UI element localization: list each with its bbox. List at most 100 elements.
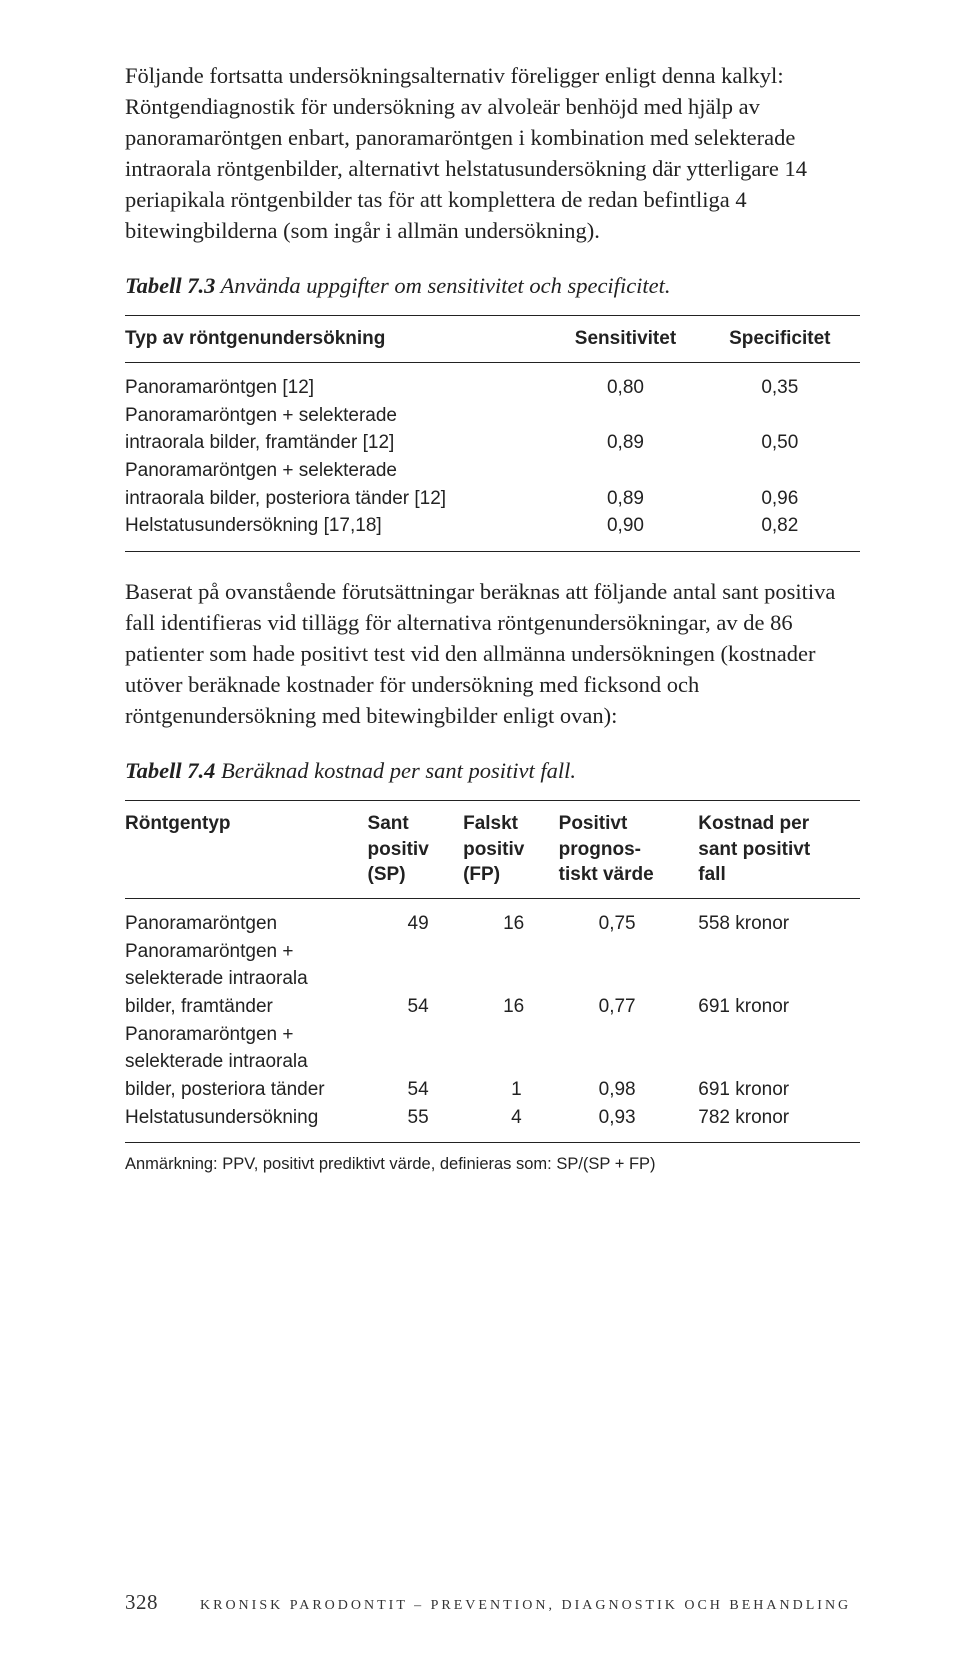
page: Följande fortsatta undersökningsalternat…	[0, 0, 960, 1657]
cell-cost	[698, 938, 860, 966]
cell-cost	[698, 1048, 860, 1076]
table-row: bilder, posteriora tänder 54 1 0,98 691 …	[125, 1076, 860, 1104]
cell-sens: 0,89	[551, 485, 705, 513]
h3-l3: (FP)	[463, 864, 500, 885]
table-74-h2: Sant positiv (SP)	[368, 801, 464, 899]
table-row: intraorala bilder, posteriora tänder [12…	[125, 485, 860, 513]
cell-label: selekterade intraorala	[125, 965, 368, 993]
table-row: Panoramaröntgen 49 16 0,75 558 kronor	[125, 899, 860, 938]
footer-text: KRONISK PARODONTIT – PREVENTION, DIAGNOS…	[200, 1598, 851, 1614]
table-73-label: Tabell 7.3	[125, 273, 215, 298]
cell-fp: 16	[463, 993, 559, 1021]
cell-fp	[463, 1021, 559, 1049]
cell-ppv: 0,98	[559, 1076, 699, 1104]
h2-l3: (SP)	[368, 864, 406, 885]
cell-label: Panoramaröntgen +	[125, 938, 368, 966]
table-row: intraorala bilder, framtänder [12] 0,89 …	[125, 429, 860, 457]
table-73-h2: Sensitivitet	[551, 316, 705, 363]
cell-ppv	[559, 1048, 699, 1076]
cell-fp	[463, 1048, 559, 1076]
table-74-footnote: Anmärkning: PPV, positivt prediktivt vär…	[125, 1153, 860, 1175]
cell-label: Panoramaröntgen	[125, 899, 368, 938]
cell-ppv: 0,93	[559, 1104, 699, 1143]
cell-fp: 4	[463, 1104, 559, 1143]
table-74-h4: Positivt prognos- tiskt värde	[559, 801, 699, 899]
table-73-body: Panoramaröntgen [12] 0,80 0,35 Panoramar…	[125, 362, 860, 551]
cell-sens	[551, 402, 705, 430]
cell-sp: 54	[368, 993, 464, 1021]
table-74-h3: Falskt positiv (FP)	[463, 801, 559, 899]
page-number: 328	[125, 1590, 158, 1615]
cell-sp: 49	[368, 899, 464, 938]
cell-sens: 0,89	[551, 429, 705, 457]
h5-l1: Kostnad per	[698, 813, 809, 834]
cell-sp	[368, 1048, 464, 1076]
cell-label: bilder, framtänder	[125, 993, 368, 1021]
table-row: Helstatusundersökning [17,18] 0,90 0,82	[125, 512, 860, 551]
table-row: Panoramaröntgen + selekterade	[125, 457, 860, 485]
h4-l1: Positivt	[559, 813, 628, 834]
cell-sens	[551, 457, 705, 485]
table-row: Panoramaröntgen +	[125, 938, 860, 966]
cell-label: bilder, posteriora tänder	[125, 1076, 368, 1104]
cell-sp	[368, 965, 464, 993]
cell-sens: 0,90	[551, 512, 705, 551]
table-row: selekterade intraorala	[125, 1048, 860, 1076]
cell-label: Panoramaröntgen + selekterade	[125, 402, 551, 430]
cell-label: intraorala bilder, framtänder [12]	[125, 429, 551, 457]
h5-l2: sant positivt	[698, 839, 810, 860]
cell-label: Panoramaröntgen [12]	[125, 362, 551, 401]
cell-spec	[706, 457, 860, 485]
cell-spec: 0,50	[706, 429, 860, 457]
cell-sp	[368, 1021, 464, 1049]
cell-ppv	[559, 1021, 699, 1049]
h3-l2: positiv	[463, 839, 524, 860]
cell-sens: 0,80	[551, 362, 705, 401]
table-74-caption-text: Beräknad kostnad per sant positivt fall.	[215, 758, 576, 783]
cell-label: Helstatusundersökning [17,18]	[125, 512, 551, 551]
table-74-header-row: Röntgentyp Sant positiv (SP) Falskt posi…	[125, 801, 860, 899]
table-73-caption: Tabell 7.3 Använda uppgifter om sensitiv…	[125, 270, 860, 301]
cell-sp: 54	[368, 1076, 464, 1104]
table-73: Typ av röntgenundersökning Sensitivitet …	[125, 315, 860, 551]
table-74-label: Tabell 7.4	[125, 758, 215, 783]
table-73-h1: Typ av röntgenundersökning	[125, 316, 551, 363]
cell-ppv	[559, 965, 699, 993]
cell-cost: 691 kronor	[698, 993, 860, 1021]
table-74-body: Panoramaröntgen 49 16 0,75 558 kronor Pa…	[125, 899, 860, 1143]
cell-label: selekterade intraorala	[125, 1048, 368, 1076]
h4-l3: tiskt värde	[559, 864, 654, 885]
table-74-h1: Röntgentyp	[125, 801, 368, 899]
table-74-h5: Kostnad per sant positivt fall	[698, 801, 860, 899]
cell-label: intraorala bilder, posteriora tänder [12…	[125, 485, 551, 513]
cell-fp: 16	[463, 899, 559, 938]
page-footer: 328 KRONISK PARODONTIT – PREVENTION, DIA…	[125, 1590, 860, 1615]
cell-fp	[463, 938, 559, 966]
paragraph-2: Baserat på ovanstående förutsättningar b…	[125, 576, 860, 731]
table-74: Röntgentyp Sant positiv (SP) Falskt posi…	[125, 800, 860, 1143]
table-row: Panoramaröntgen [12] 0,80 0,35	[125, 362, 860, 401]
h1-l1: Röntgentyp	[125, 813, 231, 834]
table-row: Panoramaröntgen + selekterade	[125, 402, 860, 430]
table-row: Panoramaröntgen +	[125, 1021, 860, 1049]
cell-sp	[368, 938, 464, 966]
cell-spec	[706, 402, 860, 430]
table-74-caption: Tabell 7.4 Beräknad kostnad per sant pos…	[125, 755, 860, 786]
h2-l2: positiv	[368, 839, 429, 860]
h2-l1: Sant	[368, 813, 409, 834]
h5-l3: fall	[698, 864, 725, 885]
table-73-header-row: Typ av röntgenundersökning Sensitivitet …	[125, 316, 860, 363]
cell-cost: 558 kronor	[698, 899, 860, 938]
table-73-caption-text: Använda uppgifter om sensitivitet och sp…	[215, 273, 670, 298]
cell-label: Helstatusundersökning	[125, 1104, 368, 1143]
cell-spec: 0,96	[706, 485, 860, 513]
cell-sp: 55	[368, 1104, 464, 1143]
table-row: Helstatusundersökning 55 4 0,93 782 kron…	[125, 1104, 860, 1143]
cell-fp	[463, 965, 559, 993]
cell-cost: 691 kronor	[698, 1076, 860, 1104]
cell-fp: 1	[463, 1076, 559, 1104]
paragraph-1: Följande fortsatta undersökningsalternat…	[125, 60, 860, 246]
table-73-h3: Specificitet	[706, 316, 860, 363]
cell-spec: 0,35	[706, 362, 860, 401]
cell-label: Panoramaröntgen + selekterade	[125, 457, 551, 485]
